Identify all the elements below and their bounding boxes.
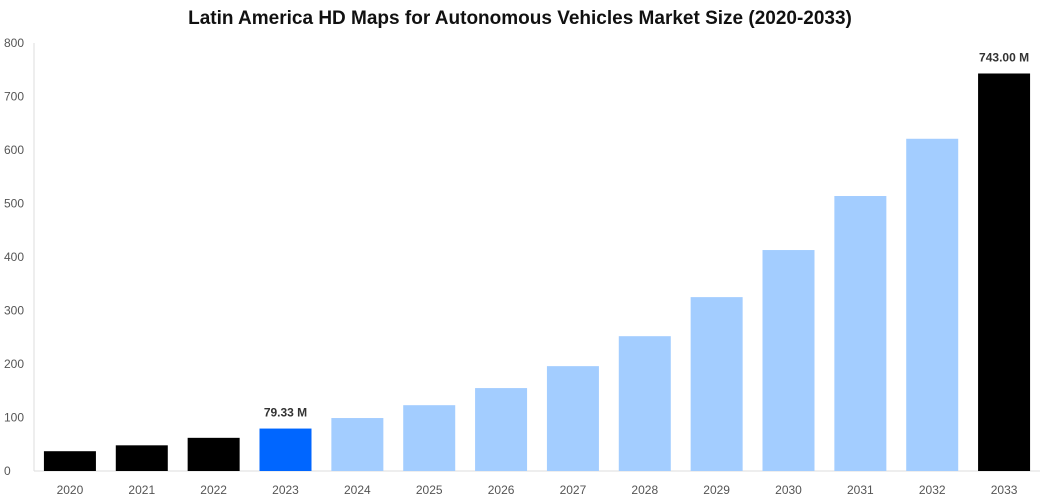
y-tick-label: 400 — [4, 250, 24, 264]
bar-2025 — [403, 405, 456, 471]
x-tick-label: 2029 — [703, 483, 730, 497]
chart-title: Latin America HD Maps for Autonomous Veh… — [188, 8, 852, 29]
x-tick-label: 2023 — [272, 483, 299, 497]
bar-2031 — [834, 196, 887, 471]
y-tick-label: 300 — [4, 304, 24, 318]
x-tick-label: 2028 — [631, 483, 658, 497]
x-tick-label: 2022 — [200, 483, 227, 497]
bar-2030 — [762, 250, 815, 471]
y-tick-label: 600 — [4, 143, 24, 157]
bar-2023 — [259, 428, 312, 471]
y-tick-label: 100 — [4, 411, 24, 425]
bar-2020 — [43, 451, 96, 471]
y-tick-label: 800 — [4, 36, 24, 50]
bar-2033 — [978, 73, 1031, 472]
y-tick-label: 200 — [4, 357, 24, 371]
x-tick-label: 2033 — [991, 483, 1018, 497]
bar-2029 — [690, 297, 743, 471]
bar-2021 — [115, 445, 168, 471]
x-tick-label: 2024 — [344, 483, 371, 497]
data-label: 79.33 M — [264, 406, 307, 420]
bar-2027 — [546, 366, 599, 471]
y-tick-label: 0 — [4, 464, 11, 478]
bar-2028 — [618, 336, 671, 471]
x-tick-label: 2030 — [775, 483, 802, 497]
bar-2026 — [475, 388, 528, 471]
x-tick-label: 2027 — [560, 483, 587, 497]
x-tick-label: 2021 — [128, 483, 155, 497]
y-tick-label: 500 — [4, 197, 24, 211]
bar-2022 — [187, 437, 240, 471]
x-tick-label: 2020 — [57, 483, 84, 497]
x-tick-label: 2026 — [488, 483, 515, 497]
data-label: 743.00 M — [979, 50, 1029, 64]
y-tick-label: 700 — [4, 90, 24, 104]
bar-2024 — [331, 418, 384, 471]
x-tick-label: 2025 — [416, 483, 443, 497]
x-tick-label: 2032 — [919, 483, 946, 497]
bar-2032 — [906, 138, 959, 471]
x-tick-label: 2031 — [847, 483, 874, 497]
